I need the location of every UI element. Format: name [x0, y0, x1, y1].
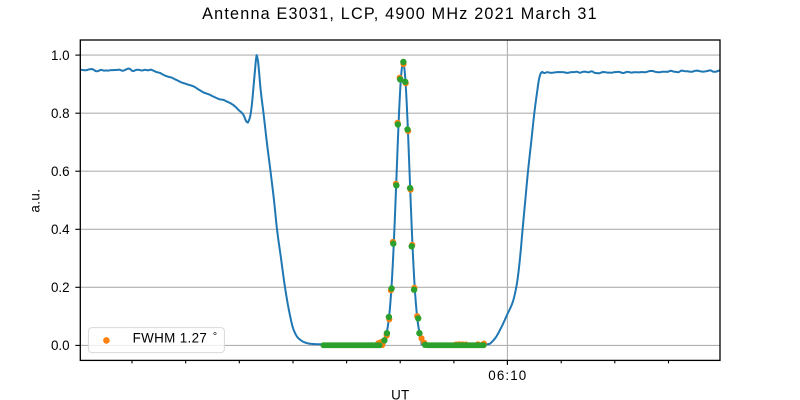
svg-text:0.6: 0.6	[51, 164, 70, 179]
svg-text:Antenna E3031, LCP, 4900 MHz 2: Antenna E3031, LCP, 4900 MHz 2021 March …	[202, 5, 598, 23]
svg-text:UT: UT	[391, 388, 409, 400]
svg-text:0.0: 0.0	[51, 338, 70, 353]
svg-text:°: °	[213, 331, 217, 343]
svg-text:06:10: 06:10	[488, 368, 527, 383]
svg-text:0.4: 0.4	[51, 222, 70, 237]
svg-text:FWHM 1.27: FWHM 1.27	[133, 330, 208, 345]
svg-text:a.u.: a.u.	[28, 189, 43, 213]
svg-text:0.2: 0.2	[51, 280, 70, 295]
svg-text:0.8: 0.8	[51, 106, 70, 121]
svg-text:1.0: 1.0	[51, 48, 70, 63]
